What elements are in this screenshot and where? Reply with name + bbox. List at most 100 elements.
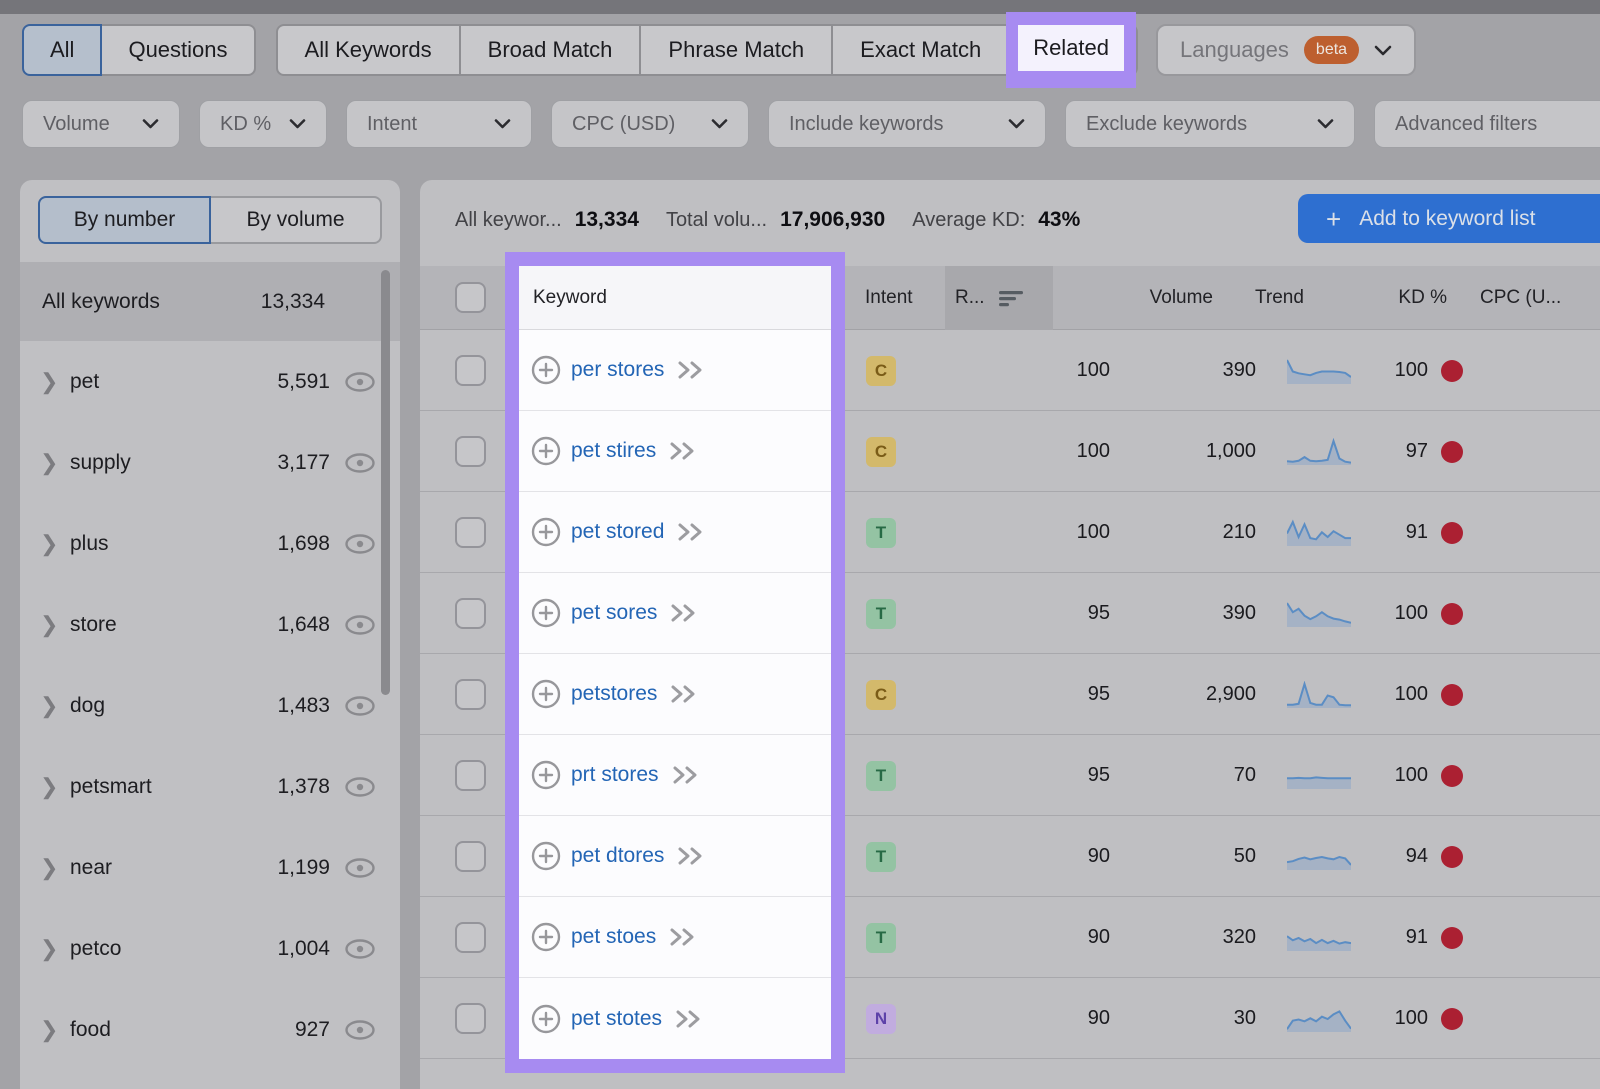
filter-dropdown-volume[interactable]: Volume	[22, 100, 180, 148]
row-checkbox[interactable]	[455, 922, 486, 953]
filter-dropdown-advanced-filters[interactable]: Advanced filters	[1374, 100, 1600, 148]
chevron-right-icon[interactable]: ❯	[40, 1016, 59, 1042]
sidebar-item-store[interactable]: ❯ store 1,648	[20, 584, 400, 665]
eye-icon[interactable]	[344, 533, 376, 555]
add-keyword-plus-circle-icon[interactable]	[531, 598, 561, 628]
sidebar-item-petsmart[interactable]: ❯ petsmart 1,378	[20, 746, 400, 827]
column-header-volume[interactable]: Volume	[1149, 287, 1213, 308]
add-keyword-plus-circle-icon[interactable]	[531, 1004, 561, 1034]
double-chevron-icon[interactable]	[672, 765, 702, 785]
eye-icon[interactable]	[344, 614, 376, 636]
add-keyword-plus-circle-icon[interactable]	[531, 355, 561, 385]
sidebar-item-food[interactable]: ❯ food 927	[20, 989, 400, 1070]
sidebar-item-all-keywords[interactable]: All keywords 13,334	[20, 262, 400, 341]
double-chevron-icon[interactable]	[670, 684, 700, 704]
add-to-keyword-list-button[interactable]: + Add to keyword list	[1298, 194, 1600, 243]
toggle-by-number[interactable]: By number	[38, 196, 211, 244]
chevron-right-icon[interactable]: ❯	[40, 368, 59, 394]
row-checkbox[interactable]	[455, 436, 486, 467]
keyword-link[interactable]: pet stored	[571, 520, 665, 543]
tab-broad-match[interactable]: Broad Match	[458, 26, 640, 74]
chevron-right-icon[interactable]: ❯	[40, 692, 59, 718]
sidebar-item-near[interactable]: ❯ near 1,199	[20, 827, 400, 908]
sidebar-item-supply[interactable]: ❯ supply 3,177	[20, 422, 400, 503]
tab-related[interactable]: Related	[1018, 25, 1125, 71]
eye-icon[interactable]	[344, 776, 376, 798]
column-header-cpc[interactable]: CPC (U...	[1480, 287, 1562, 308]
keyword-link[interactable]: pet stotes	[571, 1006, 663, 1030]
chevron-right-icon[interactable]: ❯	[40, 854, 59, 880]
keyword-link[interactable]: pet sores	[571, 601, 658, 624]
column-header-related[interactable]: R...	[955, 266, 1025, 330]
keyword-link[interactable]: pet stoes	[571, 925, 657, 948]
sidebar-item-plus[interactable]: ❯ plus 1,698	[20, 503, 400, 584]
add-keyword-plus-circle-icon[interactable]	[531, 679, 561, 709]
eye-icon[interactable]	[344, 938, 376, 960]
eye-icon[interactable]	[344, 452, 376, 474]
keyword-cell: pet stires	[519, 411, 831, 492]
keyword-link[interactable]: per stores	[571, 358, 665, 381]
column-header-keyword[interactable]: Keyword	[519, 266, 831, 330]
row-checkbox[interactable]	[455, 355, 486, 386]
keyword-cell: per stores	[519, 330, 831, 411]
double-chevron-icon[interactable]	[669, 441, 699, 461]
filter-dropdown-exclude-keywords[interactable]: Exclude keywords	[1065, 100, 1355, 148]
sidebar-item-dog[interactable]: ❯ dog 1,483	[20, 665, 400, 746]
row-checkbox[interactable]	[455, 1003, 486, 1034]
eye-icon[interactable]	[344, 857, 376, 879]
eye-icon[interactable]	[344, 371, 376, 393]
sidebar-item-petco[interactable]: ❯ petco 1,004	[20, 908, 400, 989]
languages-dropdown[interactable]: Languages beta	[1156, 24, 1417, 76]
double-chevron-icon[interactable]	[677, 846, 707, 866]
double-chevron-icon[interactable]	[677, 522, 707, 542]
keyword-link[interactable]: pet dtores	[571, 844, 665, 867]
trend-sparkline	[1287, 934, 1351, 951]
column-header-intent[interactable]: Intent	[865, 287, 913, 308]
keyword-link[interactable]: prt stores	[571, 763, 659, 786]
row-checkbox[interactable]	[455, 679, 486, 710]
filter-dropdown-intent[interactable]: Intent	[346, 100, 532, 148]
trend-sparkline	[1287, 680, 1351, 708]
chevron-right-icon[interactable]: ❯	[40, 611, 59, 637]
double-chevron-icon[interactable]	[677, 360, 707, 380]
row-checkbox[interactable]	[455, 517, 486, 548]
double-chevron-icon[interactable]	[670, 603, 700, 623]
add-keyword-plus-circle-icon[interactable]	[531, 760, 561, 790]
row-checkbox[interactable]	[455, 760, 486, 791]
eye-icon[interactable]	[344, 695, 376, 717]
add-keyword-plus-circle-icon[interactable]	[531, 517, 561, 547]
filter-dropdown-include-keywords[interactable]: Include keywords	[768, 100, 1046, 148]
chevron-right-icon[interactable]: ❯	[40, 773, 59, 799]
keyword-cell: prt stores	[519, 735, 831, 816]
kd-difficulty-dot	[1441, 764, 1463, 787]
add-keyword-plus-circle-icon[interactable]	[531, 841, 561, 871]
add-keyword-plus-circle-icon[interactable]	[531, 436, 561, 466]
chevron-right-icon[interactable]: ❯	[40, 935, 59, 961]
select-all-checkbox[interactable]	[455, 282, 486, 313]
volume-value: 70	[1233, 764, 1256, 786]
add-keyword-plus-circle-icon[interactable]	[531, 922, 561, 952]
sidebar-item-pet[interactable]: ❯ pet 5,591	[20, 341, 400, 422]
chevron-right-icon[interactable]: ❯	[40, 449, 59, 475]
chevron-right-icon[interactable]: ❯	[40, 530, 59, 556]
keyword-link[interactable]: pet stires	[571, 439, 657, 462]
tab-phrase-match[interactable]: Phrase Match	[639, 26, 831, 74]
column-header-kd[interactable]: KD %	[1398, 287, 1447, 308]
tab-all-keywords[interactable]: All Keywords	[278, 26, 459, 74]
filter-dropdown-kd[interactable]: KD %	[199, 100, 327, 148]
eye-icon[interactable]	[344, 1019, 376, 1041]
double-chevron-icon[interactable]	[675, 1009, 705, 1029]
row-checkbox[interactable]	[455, 598, 486, 629]
tab-exact-match[interactable]: Exact Match	[831, 26, 1008, 74]
sidebar-scrollbar[interactable]	[381, 270, 390, 695]
row-checkbox[interactable]	[455, 841, 486, 872]
toggle-by-volume[interactable]: By volume	[211, 196, 382, 244]
tab-questions[interactable]: Questions	[102, 24, 256, 76]
double-chevron-icon[interactable]	[669, 927, 699, 947]
related-percent-value: 100	[1076, 359, 1110, 381]
keyword-link[interactable]: petstores	[571, 682, 658, 705]
volume-value: 2,900	[1205, 683, 1256, 705]
filter-dropdown-cpc-usd[interactable]: CPC (USD)	[551, 100, 749, 148]
tab-all[interactable]: All	[22, 24, 103, 76]
trend-sparkline	[1287, 437, 1351, 465]
